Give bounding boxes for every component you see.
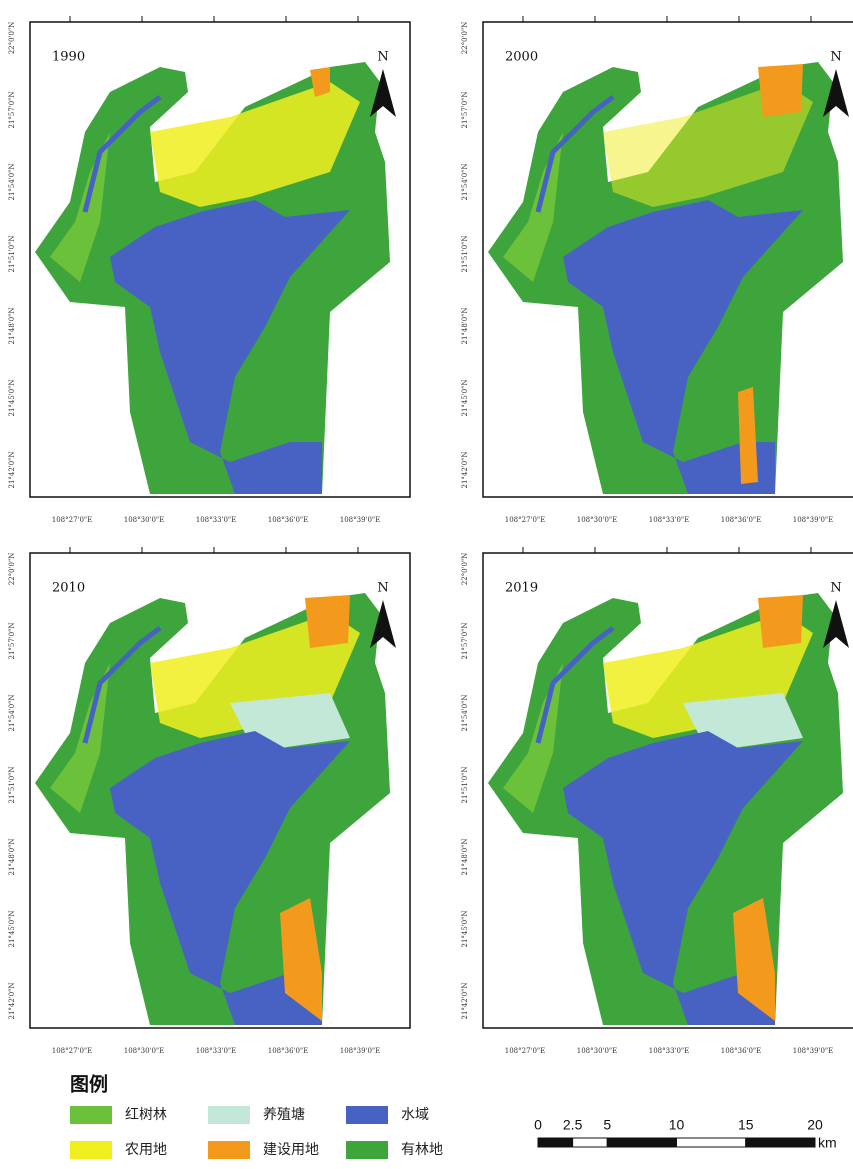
lat-label: 22°0'0"N <box>8 553 16 586</box>
lat-label: 21°51'0"N <box>461 766 469 803</box>
map-panel: 2010 N 22°0'0"N 21°57'0"N 21°54'0"N 21°51'0"N… <box>8 547 410 1055</box>
lon-label: 108°27'0"E <box>505 1047 545 1055</box>
scale-label: 15 <box>738 1117 754 1133</box>
lat-label: 21°48'0"N <box>461 307 469 344</box>
lon-label: 108°39'0"E <box>793 1047 833 1055</box>
lon-label: 108°39'0"E <box>340 516 380 524</box>
north-label: N <box>377 581 388 596</box>
north-label: N <box>377 50 388 65</box>
lat-label: 21°42'0"N <box>461 451 469 488</box>
lat-label: 21°48'0"N <box>8 307 16 344</box>
year-label: 2019 <box>505 581 538 596</box>
lat-label: 21°45'0"N <box>8 910 16 947</box>
lat-label: 21°57'0"N <box>8 622 16 659</box>
legend-label: 水域 <box>401 1107 429 1123</box>
lat-label: 21°45'0"N <box>8 379 16 416</box>
lon-label: 108°30'0"E <box>577 516 617 524</box>
north-label: N <box>830 50 841 65</box>
legend-swatch <box>208 1141 250 1159</box>
lat-label: 21°54'0"N <box>461 694 469 731</box>
lat-label: 21°45'0"N <box>461 910 469 947</box>
legend-label: 养殖塘 <box>263 1106 305 1123</box>
lon-label: 108°33'0"E <box>649 516 689 524</box>
lon-label: 108°39'0"E <box>793 516 833 524</box>
lat-label: 21°42'0"N <box>461 982 469 1019</box>
legend-swatch <box>346 1141 388 1159</box>
legend-swatch <box>346 1106 388 1124</box>
lat-label: 21°48'0"N <box>461 838 469 875</box>
lon-label: 108°27'0"E <box>52 1047 92 1055</box>
lat-label: 21°42'0"N <box>8 982 16 1019</box>
lat-label: 21°57'0"N <box>8 91 16 128</box>
legend-label: 红树林 <box>125 1107 167 1123</box>
scale-label: 20 <box>807 1117 823 1133</box>
lat-label: 22°0'0"N <box>461 553 469 586</box>
map-panel: 2000 N 22°0'0"N 21°57'0"N 21°54'0"N 21°51'0"N… <box>461 16 853 524</box>
scale-segment <box>573 1138 608 1147</box>
lon-label: 108°27'0"E <box>505 516 545 524</box>
lat-label: 21°48'0"N <box>8 838 16 875</box>
scale-label: 2.5 <box>563 1117 583 1133</box>
year-label: 2000 <box>505 50 538 65</box>
legend-swatch <box>70 1106 112 1124</box>
lat-label: 21°42'0"N <box>8 451 16 488</box>
lat-label: 22°0'0"N <box>461 22 469 55</box>
scale-segment <box>538 1138 573 1147</box>
lon-label: 108°36'0"E <box>721 1047 761 1055</box>
lon-label: 108°30'0"E <box>124 1047 164 1055</box>
lon-label: 108°30'0"E <box>124 516 164 524</box>
legend-label: 建设用地 <box>263 1142 319 1158</box>
legend-label: 有林地 <box>401 1142 443 1158</box>
legend-swatch <box>208 1106 250 1124</box>
scale-unit: km <box>818 1135 837 1151</box>
year-label: 2010 <box>52 581 85 596</box>
lon-label: 108°27'0"E <box>52 516 92 524</box>
lon-label: 108°36'0"E <box>268 1047 308 1055</box>
scale-label: 0 <box>534 1117 542 1133</box>
scale-segment <box>677 1138 746 1147</box>
lat-label: 22°0'0"N <box>8 22 16 55</box>
lon-label: 108°33'0"E <box>196 516 236 524</box>
lon-label: 108°36'0"E <box>268 516 308 524</box>
north-label: N <box>830 581 841 596</box>
legend-label: 农用地 <box>125 1142 167 1158</box>
legend-swatch <box>70 1141 112 1159</box>
scale-segment <box>607 1138 676 1147</box>
lat-label: 21°51'0"N <box>8 235 16 272</box>
scale-segment <box>746 1138 815 1147</box>
construction <box>758 595 803 648</box>
scale-label: 10 <box>669 1117 685 1133</box>
construction <box>305 595 350 648</box>
lat-label: 21°51'0"N <box>8 766 16 803</box>
lon-label: 108°30'0"E <box>577 1047 617 1055</box>
construction <box>758 64 803 117</box>
year-label: 1990 <box>52 50 85 65</box>
lat-label: 21°51'0"N <box>461 235 469 272</box>
lon-label: 108°33'0"E <box>196 1047 236 1055</box>
legend-title: 图例 <box>70 1073 108 1096</box>
lon-label: 108°33'0"E <box>649 1047 689 1055</box>
lat-label: 21°54'0"N <box>8 163 16 200</box>
figure: 1990 N 22°0'0"N 21°57'0"N 21°54'0"N 21°51'0"N… <box>0 0 853 1169</box>
lat-label: 21°57'0"N <box>461 622 469 659</box>
map-panel: 2019 N 22°0'0"N 21°57'0"N 21°54'0"N 21°51'0"N… <box>461 547 853 1055</box>
lat-label: 21°54'0"N <box>8 694 16 731</box>
lat-label: 21°57'0"N <box>461 91 469 128</box>
map-panel: 1990 N 22°0'0"N 21°57'0"N 21°54'0"N 21°51'0"N… <box>8 16 410 524</box>
lon-label: 108°39'0"E <box>340 1047 380 1055</box>
lon-label: 108°36'0"E <box>721 516 761 524</box>
lat-label: 21°54'0"N <box>461 163 469 200</box>
scale-label: 5 <box>603 1117 611 1133</box>
lat-label: 21°45'0"N <box>461 379 469 416</box>
